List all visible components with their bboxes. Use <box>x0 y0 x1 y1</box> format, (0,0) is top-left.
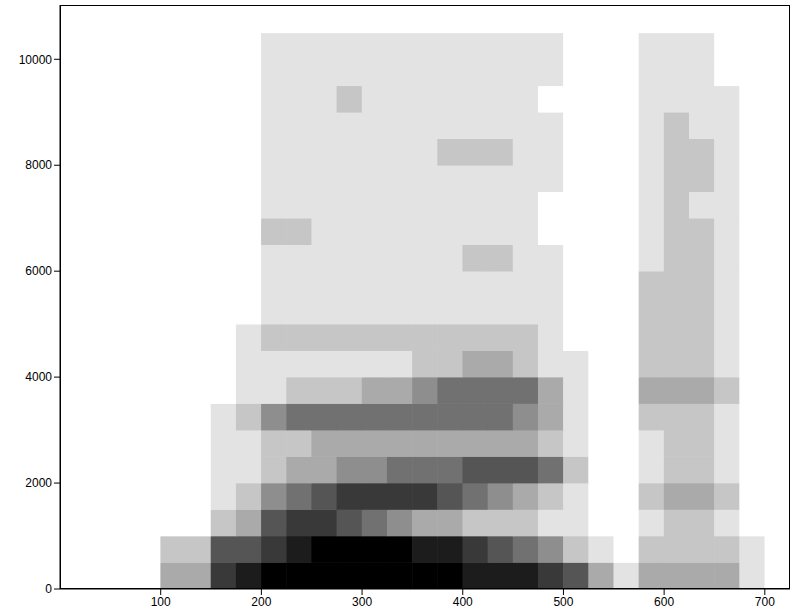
svg-text:100: 100 <box>151 595 171 609</box>
svg-text:300: 300 <box>352 595 372 609</box>
svg-text:8000: 8000 <box>25 158 52 172</box>
svg-text:200: 200 <box>251 595 271 609</box>
svg-text:4000: 4000 <box>25 370 52 384</box>
svg-text:500: 500 <box>553 595 573 609</box>
svg-text:600: 600 <box>654 595 674 609</box>
svg-text:6000: 6000 <box>25 264 52 278</box>
svg-text:10000: 10000 <box>19 53 53 67</box>
svg-text:2000: 2000 <box>25 476 52 490</box>
svg-text:700: 700 <box>755 595 775 609</box>
svg-text:0: 0 <box>45 582 52 596</box>
svg-text:400: 400 <box>453 595 473 609</box>
